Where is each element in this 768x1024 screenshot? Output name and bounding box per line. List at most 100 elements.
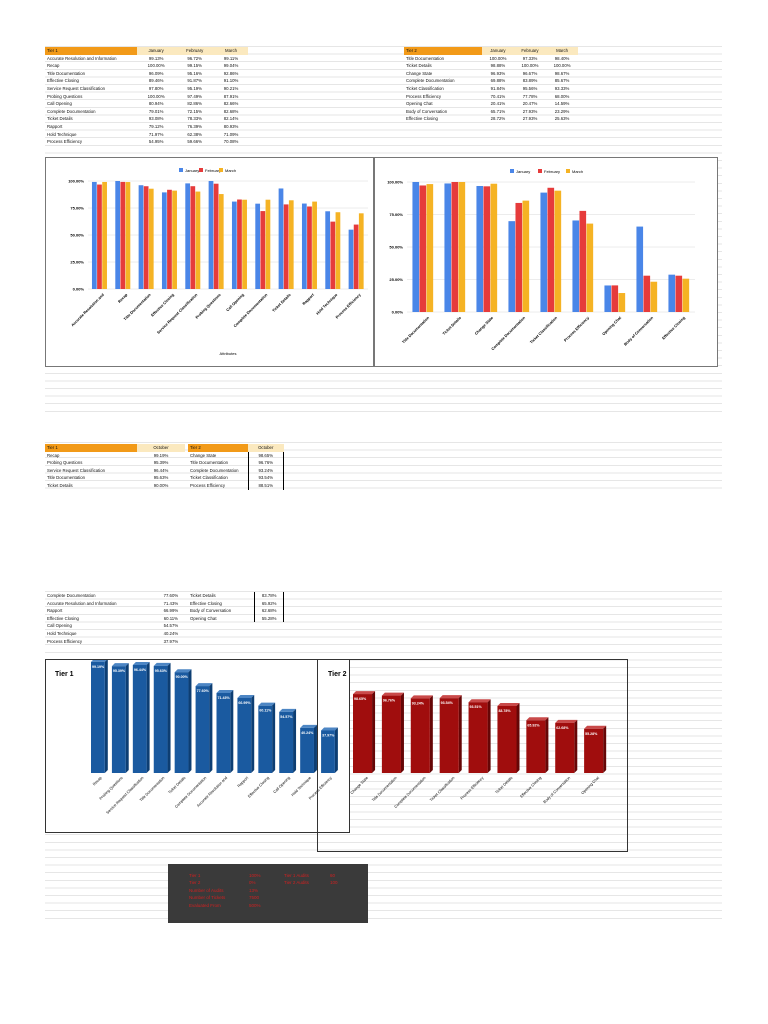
row-value: 55.28% xyxy=(254,614,284,623)
tier1-monthly-chart-frame[interactable]: January February March 0.00% 25.00% 50.00% 75.… xyxy=(45,157,374,367)
tier2-october-chart-frame[interactable]: Tier 2 98.65% Change State 96.76% Title Docu… xyxy=(317,659,628,852)
bar-side xyxy=(574,719,578,773)
legend-label: February xyxy=(205,168,221,173)
header-cell: February xyxy=(175,47,215,55)
bar-side xyxy=(167,662,171,773)
chart-bar xyxy=(218,194,224,289)
table-row: Probing Questions 95.39% xyxy=(45,459,185,467)
legend-label: March xyxy=(572,169,583,174)
row-value: 25.63% xyxy=(554,116,570,122)
chart-bar xyxy=(115,181,121,289)
row-label: Process Efficiency xyxy=(47,139,83,145)
tier2-monthly-table: Tier 2 January February March Title Docu… xyxy=(404,47,578,123)
chart-bar xyxy=(682,278,690,312)
header-cell: Tier 1 xyxy=(45,47,137,55)
header-cell: March xyxy=(546,47,578,55)
table-row: Effective Closing 65.92% xyxy=(188,599,284,608)
x-tick-label: Accurate Resolution and xyxy=(71,292,106,327)
y-tick-label: 100.00% xyxy=(387,180,403,185)
row-value: 27.93% xyxy=(522,116,538,122)
row-label: Title Documentation xyxy=(47,475,86,481)
row-value: 91.87% xyxy=(187,78,202,84)
row-label: Complete Documentation xyxy=(47,593,96,598)
chart-bar xyxy=(265,199,271,289)
row-value: 96.76% xyxy=(248,459,284,467)
row-label: Ticket Classification xyxy=(188,474,249,482)
row-value: 98.65% xyxy=(248,451,284,460)
table-row: Complete Documentation 93.24% xyxy=(188,466,284,475)
bar-side xyxy=(146,661,150,773)
row-value: 80.94% xyxy=(148,101,164,107)
chart-bar xyxy=(439,698,459,773)
row-value: 20.41% xyxy=(490,101,506,107)
bar-side xyxy=(293,708,297,773)
row-label: Effective Closing xyxy=(188,599,256,608)
y-tick-label: 0.00% xyxy=(392,310,404,315)
row-value: 97.80% xyxy=(148,85,164,91)
table-row: Effective Closing 89.46% 91.87% 91.10% xyxy=(45,77,248,85)
row-label: Ticket Details xyxy=(47,116,73,122)
tier1-october-chart-frame[interactable]: Tier 1 99.19% Recap 95.39% Probing Questions… xyxy=(45,659,350,833)
table-row: Body of Conversation 62.68% xyxy=(188,607,284,615)
summary-label: Tier 2 Audits xyxy=(284,880,309,886)
table-row: Service Request Classification 96.44% xyxy=(45,467,185,475)
chart-bar xyxy=(321,730,335,773)
bar-side xyxy=(400,692,404,773)
row-value: 54.95% xyxy=(148,139,164,145)
x-tick-label: Opening Chat xyxy=(602,315,623,336)
chart-bar xyxy=(419,185,427,312)
row-label: Process Efficiency xyxy=(47,638,83,644)
tier2-monthly-chart-frame[interactable]: January February March 0.00% 25.00% 50.00% 75.… xyxy=(374,157,718,367)
chart-bar xyxy=(231,201,237,289)
table-row: Complete Documentation 79.01% 72.15% 82.68% xyxy=(45,108,248,116)
october-tier1-table: Tier 1 October Recap 99.19% Probing Questi… xyxy=(45,444,185,490)
row-value: 91.84% xyxy=(490,85,506,91)
table-row: Accurate Resolution and Information 99.13… xyxy=(45,55,248,63)
row-label: Effective Closing xyxy=(47,615,79,621)
row-value: 99.11% xyxy=(223,55,239,61)
x-tick-label: Complete Documentation xyxy=(491,315,527,351)
row-value: 99.19% xyxy=(153,452,169,458)
table-row: Title Documentation 96.76% xyxy=(188,459,284,467)
row-value: 28.72% xyxy=(490,116,506,122)
row-value: 97.49% xyxy=(187,93,202,99)
legend-swatch xyxy=(179,168,183,172)
data-label: 60.11% xyxy=(259,709,272,713)
chart-bar xyxy=(675,275,683,312)
x-tick-label: Ticket Details xyxy=(272,293,292,313)
chart-title: Tier 1 xyxy=(55,671,74,678)
row-value: 20.47% xyxy=(522,101,538,107)
october-tier2-table: Tier 2 October Change State 98.65% Title D… xyxy=(188,444,284,490)
row-label: Recap xyxy=(47,63,60,69)
header-cell: Tier 2 xyxy=(404,47,482,55)
table-row: Hold Technique 40.24% xyxy=(45,630,185,638)
row-label: Complete Documentation xyxy=(188,466,249,475)
chart-bar xyxy=(444,183,452,312)
x-tick-label: Complete Documentation xyxy=(394,776,427,809)
table-row: Rapport 66.99% xyxy=(45,607,185,615)
x-tick-label: Ticket Details xyxy=(442,316,462,336)
chart-bar xyxy=(143,186,149,289)
table-row: Service Request Classification 97.80% 95.1… xyxy=(45,85,248,93)
row-value: 79.01% xyxy=(148,108,164,114)
bar-side xyxy=(313,724,317,773)
row-value: 76.39% xyxy=(187,123,202,129)
chart-bar xyxy=(650,281,658,312)
data-label: 65.92% xyxy=(527,723,540,727)
chart-bar xyxy=(468,702,488,773)
row-label: Body of Conversation xyxy=(406,108,448,114)
table-row: Change State 96.93% 96.67% 98.67% xyxy=(404,70,578,78)
chart-bar xyxy=(611,285,619,312)
bar-top xyxy=(216,689,234,693)
row-value: 100.00% xyxy=(553,63,571,69)
x-tick-label: Rapport xyxy=(237,775,250,788)
bar-side xyxy=(125,663,129,773)
row-label: Title Documentation xyxy=(188,459,249,467)
summary-value: 500% xyxy=(249,902,261,908)
x-tick-label: Recap xyxy=(117,292,128,303)
x-tick-label: Body of Conversation xyxy=(543,776,572,805)
row-value: 100.00% xyxy=(147,63,165,69)
chart-bar xyxy=(604,285,612,312)
bar-side xyxy=(272,702,276,773)
